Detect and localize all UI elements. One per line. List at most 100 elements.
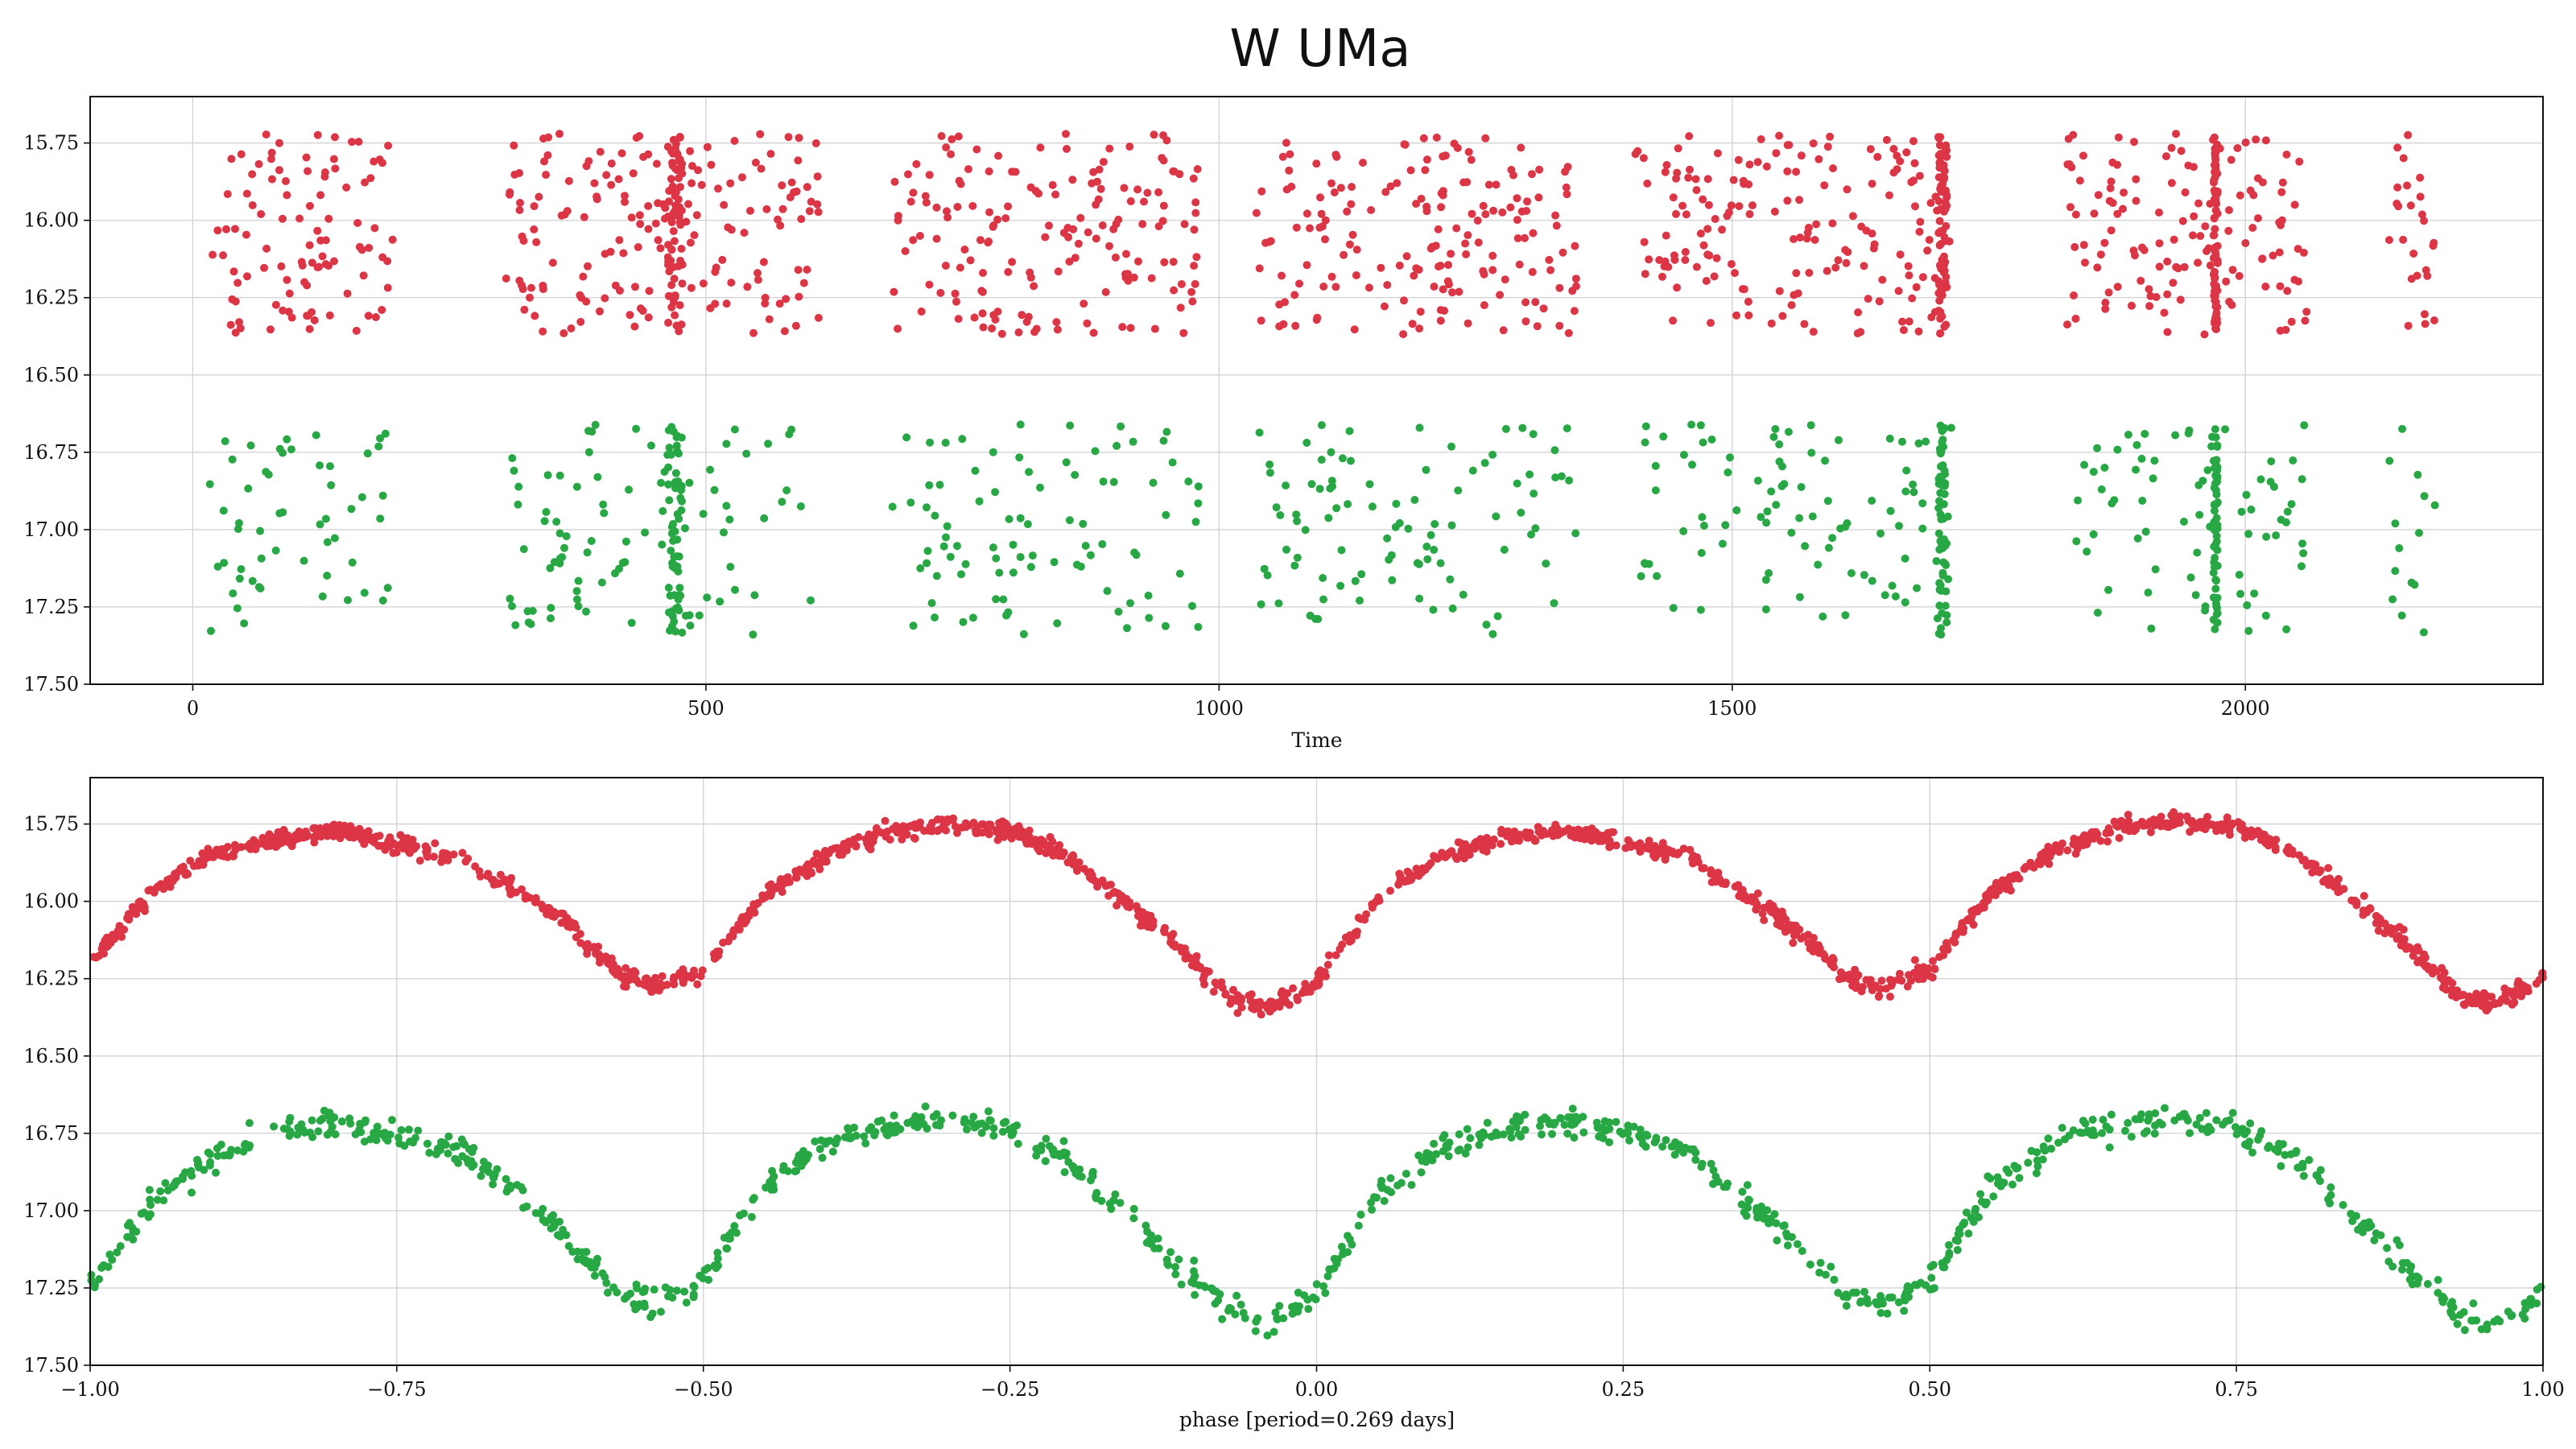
- data-point: [146, 1195, 155, 1204]
- data-point: [1134, 257, 1142, 266]
- data-point: [2398, 424, 2407, 433]
- data-point: [2203, 466, 2212, 475]
- data-point: [2420, 952, 2428, 960]
- data-point: [666, 1286, 675, 1294]
- data-point: [113, 1248, 122, 1257]
- data-point: [782, 486, 791, 495]
- data-point: [1905, 271, 1913, 280]
- data-point: [2151, 1121, 2159, 1130]
- data-point: [330, 820, 338, 829]
- data-point: [1010, 824, 1019, 833]
- data-point: [1643, 180, 1652, 188]
- data-point: [762, 1183, 770, 1192]
- data-point: [293, 1130, 302, 1139]
- data-point: [2203, 812, 2212, 821]
- data-point: [1886, 993, 1894, 1001]
- data-point: [1013, 1121, 1022, 1129]
- data-point: [789, 188, 798, 196]
- data-point: [1864, 295, 1872, 303]
- data-point: [1803, 229, 1812, 237]
- data-point: [560, 543, 568, 552]
- data-point: [1805, 268, 1814, 277]
- data-point: [194, 861, 203, 870]
- data-point: [1864, 976, 1873, 985]
- data-point: [118, 924, 126, 933]
- data-point: [958, 435, 967, 444]
- data-point: [1275, 322, 1284, 331]
- data-point: [805, 207, 814, 216]
- data-point: [1824, 543, 1833, 552]
- data-point: [530, 225, 539, 233]
- data-point: [2404, 321, 2413, 330]
- data-point: [1481, 210, 1490, 219]
- data-point: [1918, 273, 1927, 282]
- data-point: [262, 840, 270, 848]
- data-point: [625, 311, 634, 320]
- data-point: [1282, 481, 1290, 490]
- data-point: [1896, 157, 1905, 166]
- data-point: [1086, 551, 1095, 559]
- data-point: [756, 130, 765, 138]
- data-point: [444, 1132, 453, 1141]
- data-point: [1479, 201, 1488, 210]
- data-point: [2162, 152, 2170, 161]
- data-point: [1149, 917, 1158, 926]
- data-point: [2256, 475, 2265, 484]
- data-point: [1430, 520, 1439, 528]
- data-point: [1521, 298, 1530, 307]
- data-point: [1364, 283, 1373, 292]
- data-point: [573, 595, 581, 604]
- data-point: [287, 445, 295, 454]
- data-point: [1048, 180, 1057, 189]
- data-point: [1323, 960, 1332, 969]
- data-point: [1129, 1204, 1138, 1213]
- data-point: [299, 556, 308, 565]
- data-point: [1071, 471, 1080, 479]
- data-point: [1348, 230, 1357, 239]
- data-point: [1496, 840, 1505, 848]
- data-point: [2419, 628, 2428, 637]
- data-point: [1251, 1327, 1260, 1335]
- data-point: [543, 151, 552, 159]
- data-point: [2244, 626, 2253, 635]
- data-point: [677, 245, 686, 253]
- data-point: [2132, 175, 2140, 184]
- data-point: [1699, 438, 1707, 447]
- phase-folded-panel: −1.00 −0.75 −0.50 −0.25 0.00 0.25 0.50 0.75 1.00…: [23, 777, 2565, 1431]
- data-point: [1538, 1130, 1546, 1139]
- data-point: [1930, 965, 1939, 973]
- data-point: [886, 836, 894, 844]
- data-point: [1273, 1314, 1282, 1323]
- data-point: [1732, 506, 1741, 514]
- data-point: [308, 1133, 317, 1141]
- data-point: [2418, 210, 2426, 219]
- data-point: [1170, 286, 1179, 295]
- data-point: [1174, 1255, 1183, 1264]
- data-point: [352, 326, 361, 335]
- data-point: [765, 315, 774, 324]
- data-point: [1744, 311, 1753, 320]
- data-point: [245, 1119, 254, 1128]
- data-point: [976, 236, 985, 245]
- data-point: [1939, 443, 1948, 451]
- data-point: [1762, 518, 1771, 527]
- data-point: [2146, 828, 2155, 836]
- data-point: [2069, 130, 2078, 139]
- data-point: [518, 232, 526, 241]
- data-point: [484, 1161, 493, 1170]
- data-point: [1910, 956, 1919, 964]
- data-point: [2124, 811, 2132, 819]
- data-point: [620, 982, 629, 991]
- data-point: [1889, 145, 1898, 153]
- data-point: [1783, 167, 1792, 175]
- data-point: [1856, 328, 1865, 336]
- data-point: [1282, 138, 1290, 147]
- data-point: [1579, 1128, 1588, 1137]
- data-point: [574, 576, 583, 585]
- data-point: [2392, 1236, 2401, 1245]
- data-point: [97, 1263, 106, 1272]
- data-point: [2210, 213, 2219, 222]
- data-point: [782, 295, 791, 303]
- data-point: [199, 854, 208, 863]
- data-point: [153, 1195, 162, 1204]
